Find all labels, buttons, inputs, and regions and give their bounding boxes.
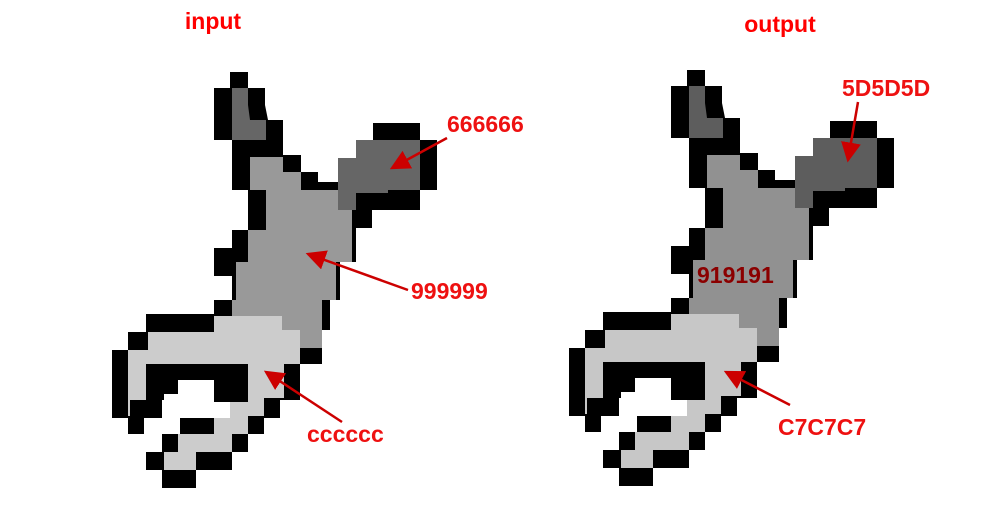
output-panel: output 5D5D5D 919191 C7C7C7 — [569, 11, 930, 486]
input-region-mid — [232, 157, 352, 348]
output-region-dark — [689, 86, 723, 138]
output-region-mid — [689, 155, 809, 346]
input-region-light — [128, 316, 300, 470]
input-arrow-dark — [389, 136, 448, 170]
panel-title-output: output — [744, 11, 816, 37]
input-arrow-mid — [305, 250, 409, 292]
output-label-light: C7C7C7 — [778, 414, 866, 440]
output-arrow-dark — [841, 101, 861, 163]
input-arrow-light — [263, 370, 343, 424]
panel-title-input: input — [185, 8, 242, 34]
output-label-dark: 5D5D5D — [842, 75, 930, 101]
output-label-mid: 919191 — [697, 262, 774, 288]
input-label-mid: 999999 — [411, 278, 488, 304]
input-panel: input 666666 999999 cccccc — [112, 8, 524, 488]
input-region-dark — [232, 88, 266, 140]
output-region-light — [585, 314, 757, 468]
input-label-dark: 666666 — [447, 111, 524, 137]
input-inner-outline — [146, 364, 248, 400]
input-sprite — [112, 72, 437, 488]
output-inner-outline — [603, 362, 705, 398]
output-arrow-light — [723, 370, 791, 407]
input-label-light: cccccc — [307, 421, 384, 447]
